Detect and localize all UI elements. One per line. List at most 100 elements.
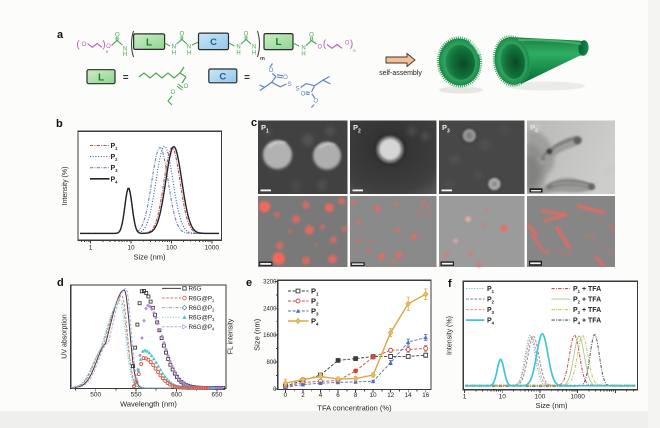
svg-text:N: N (252, 45, 256, 51)
svg-text:O: O (171, 90, 176, 96)
svg-text:3: 3 (447, 129, 450, 135)
svg-text:P3 + TFA: P3 + TFA (573, 307, 601, 315)
svg-text:P2: P2 (487, 297, 495, 305)
svg-text:O: O (309, 33, 314, 39)
svg-text:P: P (261, 123, 266, 132)
svg-text:O: O (283, 75, 288, 81)
svg-text:P1: P1 (111, 143, 119, 151)
svg-text:1: 1 (89, 245, 93, 252)
svg-text:TFA concentration (%): TFA concentration (%) (317, 404, 392, 413)
svg-text:Size (nm): Size (nm) (535, 401, 568, 410)
svg-text:Wavelength (nm): Wavelength (nm) (120, 400, 177, 409)
svg-text:O: O (317, 45, 322, 51)
svg-text:O: O (244, 32, 249, 38)
svg-text:N: N (172, 45, 176, 51)
svg-text:P3: P3 (487, 307, 495, 315)
svg-text:O: O (269, 68, 274, 74)
svg-text:R6G@P4: R6G@P4 (189, 324, 216, 332)
svg-text:P: P (530, 123, 535, 132)
svg-text:2: 2 (301, 392, 305, 399)
svg-text:P4: P4 (111, 176, 119, 184)
svg-text:H: H (187, 51, 191, 57)
svg-text:P1: P1 (487, 286, 495, 294)
svg-text:P2: P2 (111, 154, 119, 162)
svg-text:(: ( (323, 39, 327, 50)
svg-text:P1: P1 (311, 287, 319, 297)
svg-text:4: 4 (535, 129, 538, 135)
svg-text:R6G@P3: R6G@P3 (189, 315, 216, 323)
svg-text:P3: P3 (111, 165, 119, 173)
svg-text:1: 1 (463, 394, 467, 401)
svg-text:500: 500 (90, 392, 101, 399)
svg-text:O: O (184, 84, 189, 90)
svg-text:100: 100 (534, 394, 545, 401)
svg-text:1000: 1000 (205, 245, 220, 252)
svg-text:P: P (353, 123, 358, 132)
svg-text:self-assembly: self-assembly (379, 70, 422, 77)
svg-text:N: N (301, 46, 305, 52)
svg-text:3200: 3200 (263, 280, 277, 286)
svg-text:10: 10 (127, 245, 135, 252)
svg-text:=: = (123, 73, 129, 84)
svg-text:8: 8 (354, 392, 358, 399)
svg-text:R6G: R6G (189, 286, 202, 293)
svg-text:P4 + TFA: P4 + TFA (573, 318, 601, 326)
svg-text:4: 4 (319, 392, 323, 399)
svg-text:Intensity (%): Intensity (%) (447, 316, 454, 355)
svg-text:e: e (246, 277, 252, 289)
svg-text:16: 16 (422, 392, 429, 399)
svg-text:L: L (146, 37, 152, 48)
svg-text:P3: P3 (311, 307, 319, 317)
svg-text:Size (nm): Size (nm) (133, 253, 166, 262)
svg-text:P2 + TFA: P2 + TFA (573, 297, 601, 305)
svg-text:6: 6 (336, 392, 340, 399)
svg-text:f: f (448, 278, 452, 290)
svg-text:O: O (313, 99, 318, 105)
svg-text:N: N (187, 45, 191, 51)
svg-text:FL intensity: FL intensity (228, 318, 235, 354)
svg-text:m: m (260, 56, 265, 62)
svg-text:c: c (251, 117, 257, 129)
svg-text:C: C (210, 37, 217, 48)
svg-text:10: 10 (499, 394, 507, 401)
svg-text:Intensity (%): Intensity (%) (62, 167, 69, 206)
svg-text:2400: 2400 (263, 306, 277, 312)
svg-text:800: 800 (266, 360, 277, 366)
svg-text:P1 + TFA: P1 + TFA (573, 286, 601, 294)
svg-text:S: S (287, 81, 292, 88)
svg-text:b: b (56, 118, 63, 130)
svg-text:P4: P4 (311, 317, 319, 327)
svg-text:1000: 1000 (570, 394, 585, 401)
svg-text:O: O (345, 41, 350, 47)
svg-text:S: S (295, 86, 300, 93)
svg-text:P4: P4 (487, 318, 495, 326)
svg-text:H: H (172, 51, 176, 57)
svg-text:H: H (236, 51, 240, 57)
svg-text:a: a (57, 29, 64, 41)
svg-text:H: H (252, 51, 256, 57)
svg-text:=: = (244, 73, 250, 84)
svg-text:0: 0 (284, 392, 288, 399)
svg-text:550: 550 (131, 392, 142, 399)
svg-text:H: H (301, 52, 305, 58)
svg-text:O: O (115, 33, 120, 39)
svg-text:1: 1 (266, 129, 269, 135)
svg-text:2: 2 (358, 129, 361, 135)
svg-text:600: 600 (171, 392, 182, 399)
svg-text:(: ( (76, 40, 80, 51)
svg-text:L: L (98, 72, 104, 83)
svg-text:Size (nm): Size (nm) (253, 318, 262, 351)
svg-text:): ) (350, 39, 353, 50)
svg-text:R6G@P2: R6G@P2 (189, 305, 216, 313)
svg-text:N: N (123, 47, 127, 53)
svg-text:10: 10 (370, 392, 377, 399)
svg-text:P2: P2 (311, 297, 319, 307)
svg-text:1600: 1600 (263, 333, 277, 339)
svg-text:100: 100 (166, 245, 177, 252)
svg-text:L: L (275, 37, 281, 48)
svg-text:UV absorption: UV absorption (62, 314, 69, 358)
svg-text:): ) (102, 40, 105, 51)
svg-text:650: 650 (211, 392, 222, 399)
svg-text:d: d (57, 277, 64, 289)
svg-text:e: e (106, 49, 109, 54)
